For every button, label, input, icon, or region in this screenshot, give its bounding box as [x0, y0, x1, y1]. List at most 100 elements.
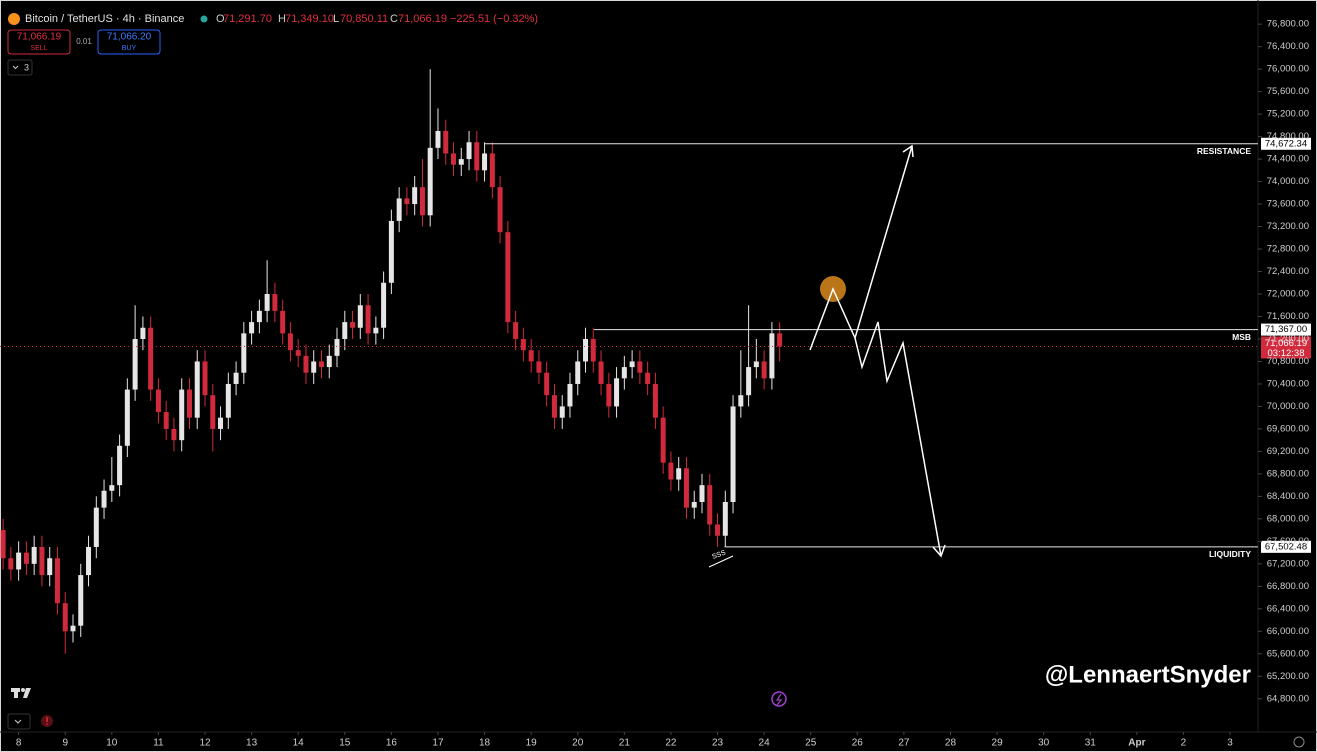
candle-body — [8, 558, 14, 570]
y-tick-label: 76,400.00 — [1267, 41, 1309, 52]
x-tick-label: 13 — [246, 738, 258, 749]
x-tick-label: 23 — [712, 738, 724, 749]
candle-body — [528, 350, 534, 362]
candle-body — [637, 361, 643, 373]
last-price-label: 71,066.19 — [1265, 338, 1307, 349]
logo-part — [14, 688, 18, 698]
candle-body — [746, 367, 752, 396]
candle-body — [660, 417, 666, 463]
buy-label: BUY — [122, 45, 137, 52]
ohlc-label: C — [390, 13, 398, 25]
candle-body — [722, 502, 728, 536]
candle-body — [551, 395, 557, 418]
chevron — [12, 65, 19, 70]
chevron — [14, 719, 22, 724]
y-tick-label: 72,000.00 — [1267, 289, 1309, 300]
indicators-count: 3 — [24, 62, 29, 72]
y-tick-label: 69,200.00 — [1267, 446, 1309, 457]
sell-label: SELL — [30, 45, 47, 52]
candle-body — [86, 546, 92, 576]
ohlc-value: 71,066.19 — [398, 13, 447, 25]
level-name: MSB — [1232, 332, 1251, 342]
y-tick-label: 70,800.00 — [1267, 356, 1309, 367]
x-tick-label: 16 — [386, 738, 398, 749]
level-price-label: 74,672.34 — [1265, 138, 1307, 149]
sell-button[interactable] — [7, 29, 71, 55]
coin-icon — [8, 13, 20, 25]
candle-body — [0, 530, 6, 559]
candle-body — [412, 187, 418, 205]
x-tick-label: 11 — [153, 738, 164, 749]
candle-body — [225, 383, 231, 418]
settings-icon[interactable] — [1293, 736, 1305, 748]
candle-body — [194, 361, 200, 418]
x-tick-label: Apr — [1128, 738, 1145, 749]
candle-body — [435, 130, 441, 148]
y-tick-label: 74,000.00 — [1267, 176, 1309, 187]
candle-body — [520, 338, 526, 351]
market-status — [200, 15, 208, 23]
candle-body — [124, 389, 130, 446]
y-tick-label: 71,200.00 — [1267, 333, 1309, 344]
candle-body — [16, 552, 22, 570]
level-price-label: 67,502.48 — [1265, 541, 1307, 552]
buy-button[interactable] — [97, 29, 161, 55]
candle-body — [715, 524, 721, 536]
y-tick-label: 72,400.00 — [1267, 266, 1309, 277]
candle-body — [241, 333, 247, 373]
spread: 0.01 — [76, 37, 92, 46]
level-name: LIQUIDITY — [1209, 549, 1251, 559]
candle-body — [132, 338, 138, 390]
ohlc-label: L — [333, 13, 339, 25]
candle-body — [186, 389, 192, 418]
candle-body — [691, 502, 697, 508]
y-tick-label: 76,000.00 — [1267, 64, 1309, 75]
x-tick-label: 10 — [106, 738, 118, 749]
candle-body — [652, 383, 658, 418]
y-tick-label: 68,400.00 — [1267, 491, 1309, 502]
candle-body — [148, 327, 154, 390]
ohlc-label: O — [216, 13, 225, 25]
header: Bitcoin / TetherUS · 4h · Binance O 71,2… — [8, 13, 538, 25]
candle-body — [513, 322, 519, 339]
x-tick-label: 27 — [898, 738, 910, 749]
candle-body — [334, 338, 340, 356]
x-tick-label: 26 — [852, 738, 864, 749]
candle-body — [668, 462, 674, 480]
candle-body — [777, 333, 783, 347]
error-mark — [46, 723, 48, 725]
candle-body — [373, 327, 379, 334]
candle-body — [404, 198, 410, 205]
y-tick-label: 64,800.00 — [1267, 693, 1309, 704]
candle-body — [427, 147, 433, 216]
candle-body — [699, 485, 705, 503]
x-tick-label: 20 — [572, 738, 584, 749]
x-tick-label: 25 — [805, 738, 817, 749]
y-tick-label: 69,600.00 — [1267, 423, 1309, 434]
x-tick-label: 18 — [479, 738, 491, 749]
arrow-head — [932, 544, 946, 558]
candle-body — [443, 130, 449, 154]
candle-body — [567, 383, 573, 407]
y-tick-label: 74,800.00 — [1267, 131, 1309, 142]
gear — [1293, 736, 1305, 748]
candle-body — [233, 372, 239, 384]
candle-body — [365, 305, 371, 334]
last-price-tag — [1261, 336, 1311, 359]
buy-price: 71,066.20 — [107, 32, 152, 43]
candle-body — [218, 417, 224, 429]
x-tick-label: 24 — [759, 738, 771, 749]
candle-body — [730, 406, 736, 503]
candle-body — [101, 490, 107, 508]
indicators-toggle[interactable] — [7, 59, 33, 76]
y-tick-label: 66,000.00 — [1267, 626, 1309, 637]
candle-body — [388, 220, 394, 283]
candles — [0, 69, 783, 654]
alert-icon[interactable] — [771, 691, 787, 707]
projection-down — [854, 321, 942, 557]
candle-body — [466, 142, 472, 160]
ohlc-value: 71,291.70 — [223, 13, 272, 25]
candle-body — [396, 198, 402, 221]
y-tick-label: 66,800.00 — [1267, 581, 1309, 592]
